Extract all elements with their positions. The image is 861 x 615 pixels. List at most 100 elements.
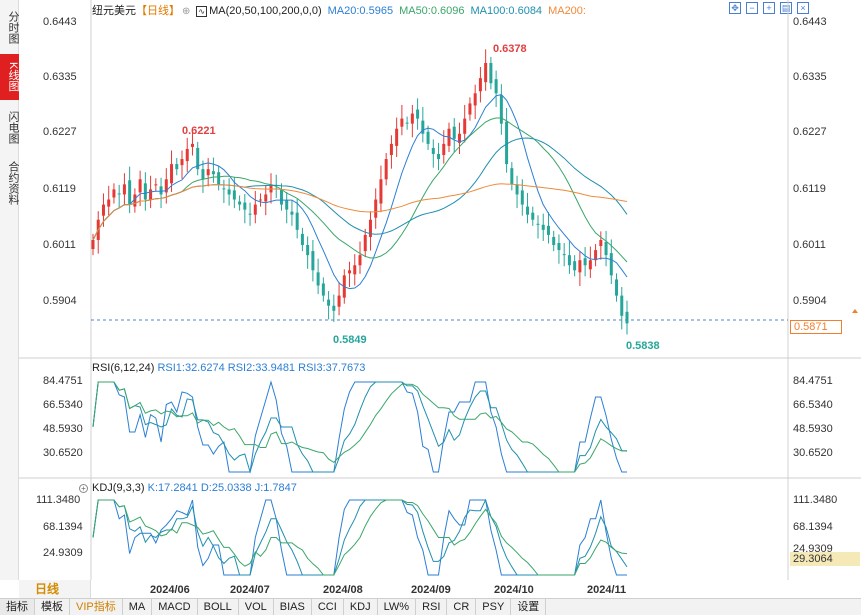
candle-body: [426, 131, 430, 144]
kdj-d-value: D:25.0338: [200, 482, 252, 494]
chart-type-icon[interactable]: ▤: [780, 2, 792, 14]
tab-settings[interactable]: 设置: [511, 599, 547, 615]
ma50-value: MA50:0.6096: [399, 5, 465, 17]
rsi-tick: 84.4751: [43, 375, 83, 387]
price-tick: 0.6227: [43, 126, 77, 138]
rsi-tick: 30.6520: [43, 447, 83, 459]
date-tick: 2024/10: [494, 584, 534, 596]
scroll-up-icon[interactable]: [852, 309, 858, 313]
high-label-2: 0.6378: [493, 43, 527, 55]
ma200-line: [92, 183, 628, 241]
rsi-tick-right: 48.5930: [793, 423, 833, 435]
candle-body: [615, 279, 619, 296]
tab-kline[interactable]: K线图: [0, 54, 19, 100]
candle-body: [578, 260, 582, 273]
candle-body: [421, 120, 425, 134]
tab-templates[interactable]: 模板: [35, 599, 70, 615]
candle-body: [562, 254, 566, 256]
candle-body: [149, 189, 153, 200]
rsi1-line: [92, 380, 627, 473]
candle-body: [620, 295, 624, 316]
low-label-1: 0.5849: [333, 334, 367, 346]
candle-body: [583, 258, 587, 266]
expand-icon[interactable]: ✥: [729, 2, 741, 14]
candle-body: [400, 118, 404, 127]
date-tick: 2024/07: [230, 584, 270, 596]
candle-body: [295, 212, 299, 230]
kdj-k-value: K:17.2841: [147, 482, 198, 494]
rsi2-value: RSI2:33.9481: [227, 362, 296, 374]
tab-bias[interactable]: BIAS: [274, 599, 312, 615]
rsi3-line: [92, 381, 628, 473]
rsi-lines: [92, 380, 628, 474]
candle-body: [143, 183, 147, 200]
zoom-in-icon[interactable]: +: [763, 2, 775, 14]
candle-body: [374, 199, 378, 218]
candle-body: [128, 180, 132, 205]
candle-body: [122, 184, 126, 195]
candle-body: [541, 224, 545, 230]
period-selector[interactable]: 日线: [19, 580, 91, 598]
rsi-tick-right: 84.4751: [793, 375, 833, 387]
candle-body: [452, 126, 456, 139]
candle-body: [494, 79, 498, 94]
tab-vol[interactable]: VOL: [239, 599, 274, 615]
kdj-tick: 111.3480: [36, 494, 80, 506]
tab-macd[interactable]: MACD: [152, 599, 198, 615]
price-axis: 0.6443 0.6335 0.6227 0.6119 0.6011 0.590…: [43, 16, 827, 307]
tab-flash-chart[interactable]: 闪电图: [7, 110, 19, 144]
kdj-title: KDJ(9,3,3): [92, 482, 145, 494]
price-tick-right: 0.6443: [793, 16, 827, 28]
rsi-legend: RSI(6,12,24) RSI1:32.6274 RSI2:33.9481 R…: [92, 362, 365, 374]
tab-psy[interactable]: PSY: [476, 599, 512, 615]
candle-body: [468, 103, 472, 115]
candle-body: [306, 245, 310, 256]
candle-body: [206, 169, 210, 176]
tab-timeshare[interactable]: 分时图: [7, 10, 19, 44]
rsi-tick-right: 30.6520: [793, 447, 833, 459]
chart-toolbar: ✥ − + ▤ ×: [729, 2, 809, 14]
candle-body: [321, 283, 325, 296]
ma200-value: MA200:: [548, 5, 586, 17]
tab-contract-info[interactable]: 合约资料: [7, 161, 19, 205]
candle-body: [431, 147, 435, 155]
candle-body: [112, 189, 116, 198]
low-label-2: 0.5838: [626, 340, 660, 352]
candle-body: [348, 270, 352, 274]
candle-body: [588, 260, 592, 270]
candle-body: [185, 148, 189, 162]
candle-body: [196, 147, 200, 170]
price-tick: 0.6119: [43, 183, 76, 195]
candle-body: [175, 164, 179, 170]
tab-boll[interactable]: BOLL: [198, 599, 239, 615]
tab-rsi[interactable]: RSI: [416, 599, 448, 615]
date-tick: 2024/09: [411, 584, 451, 596]
candle-body: [138, 179, 142, 193]
tab-cr[interactable]: CR: [447, 599, 477, 615]
kdj-settings-icon[interactable]: +: [79, 484, 88, 493]
ma100-value: MA100:0.6084: [470, 5, 543, 17]
tab-vip-indicators[interactable]: VIP指标: [70, 599, 123, 615]
candle-body: [159, 186, 163, 195]
settings-icon[interactable]: ⊕: [182, 6, 191, 17]
candle-body: [505, 121, 509, 165]
period-label: 【日线】: [136, 5, 180, 17]
rsi1-value: RSI1:32.6274: [157, 362, 225, 374]
tab-indicators[interactable]: 指标: [0, 599, 35, 615]
candle-body: [311, 251, 315, 271]
zoom-out-icon[interactable]: −: [746, 2, 758, 14]
ma-indicator-icon[interactable]: ∿: [196, 6, 208, 17]
rsi-axis: 84.4751 66.5340 48.5930 30.6520 84.4751 …: [43, 375, 833, 459]
kdj-legend: KDJ(9,3,3) K:17.2841 D:25.0338 J:1.7847: [92, 482, 297, 494]
tab-lw[interactable]: LW%: [378, 599, 417, 615]
tab-kdj[interactable]: KDJ: [344, 599, 378, 615]
tab-ma[interactable]: MA: [123, 599, 153, 615]
candle-body: [133, 194, 137, 207]
date-tick: 2024/11: [587, 584, 626, 596]
close-icon[interactable]: ×: [797, 2, 809, 14]
candle-body: [217, 172, 221, 185]
candle-body: [279, 189, 283, 205]
tab-cci[interactable]: CCI: [312, 599, 344, 615]
